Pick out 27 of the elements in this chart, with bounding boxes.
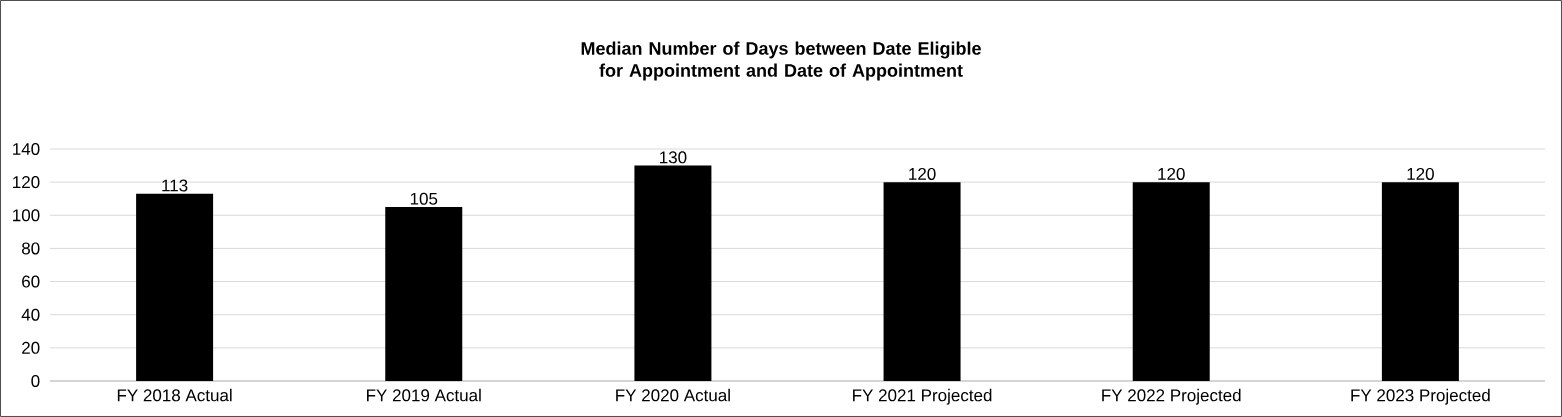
y-tick-label: 120 (13, 176, 40, 189)
y-tick-label: 40 (21, 308, 40, 321)
x-tick-label: FY 2020 Actual (616, 388, 730, 402)
bar (883, 182, 961, 381)
x-tick-label: FY 2022 Projected (1102, 388, 1241, 405)
y-tick-label: 60 (22, 275, 40, 288)
bar (1381, 182, 1459, 381)
data-label: 120 (909, 167, 936, 180)
bar (634, 165, 712, 381)
bar (385, 206, 463, 381)
data-label: 113 (162, 179, 188, 192)
data-label: 130 (660, 151, 687, 164)
x-tick-label: FY 2019 Actual (367, 388, 481, 402)
y-tick-label: 80 (21, 242, 40, 255)
data-label: 105 (410, 192, 438, 205)
y-tick-label: 100 (13, 209, 40, 222)
y-tick-label: 20 (22, 341, 40, 354)
bar (136, 193, 214, 381)
x-tick-label: FY 2018 Actual (117, 388, 232, 402)
x-tick-label: FY 2021 Projected (853, 388, 992, 405)
y-tick-label: 140 (13, 142, 40, 156)
y-tick-label: 0 (31, 374, 40, 388)
data-label: 120 (1407, 167, 1434, 180)
bar (1132, 182, 1210, 381)
x-tick-label: FY 2023 Projected (1351, 388, 1490, 405)
data-label: 120 (1158, 167, 1185, 180)
chart-title: Median Number of Days between Date Eligible for Appointment and Date of Appointment (581, 41, 981, 81)
